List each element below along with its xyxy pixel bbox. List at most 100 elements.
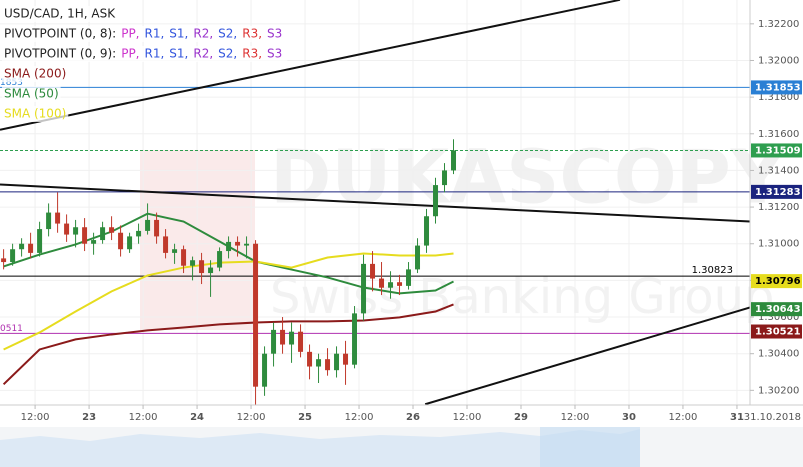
candle-body — [352, 313, 358, 365]
x-tick-label: 24 — [190, 412, 204, 423]
navigator-window[interactable] — [540, 427, 640, 467]
candle-body — [298, 331, 304, 352]
legend-item: S3 — [267, 27, 282, 41]
x-tick-label: 12:00 — [237, 412, 266, 423]
x-tick-label: 12:00 — [345, 412, 374, 423]
price-box-label: 1.31509 — [755, 145, 801, 156]
candle-body — [136, 230, 142, 237]
candle-body — [343, 353, 349, 365]
y-tick-label: 1.31400 — [758, 165, 799, 176]
candle-body — [46, 212, 52, 230]
indicator-line — [3, 252, 454, 351]
legend-item: S3 — [267, 47, 282, 61]
trend-line — [0, 0, 621, 131]
legend-bg — [2, 26, 288, 42]
candle-body — [217, 251, 223, 268]
price-box-label: 1.30643 — [755, 304, 801, 315]
candle-body — [424, 216, 430, 246]
candle-body — [199, 260, 205, 274]
candle-body — [64, 223, 70, 235]
candle-body — [262, 353, 268, 387]
y-tick-label: 1.31800 — [758, 92, 799, 103]
trend-line — [0, 183, 750, 223]
candle-body — [334, 353, 340, 371]
legend-item: S2, — [218, 27, 237, 41]
price-box — [751, 143, 802, 158]
legend-label: PIVOTPOINT (0, 8): — [4, 27, 116, 41]
candle-body — [82, 227, 88, 244]
y-tick-label: 1.30400 — [758, 349, 799, 360]
price-box-label: 1.30796 — [755, 276, 801, 287]
legend-item: S1, — [169, 27, 188, 41]
legend-item: R2, — [193, 47, 213, 61]
legend-bg — [2, 106, 69, 122]
candle-body — [235, 241, 241, 246]
legend-item: S2, — [218, 47, 237, 61]
candle-body — [442, 170, 448, 186]
legend-bg — [2, 66, 69, 82]
candle-body — [226, 241, 232, 252]
y-tick-label: 1.31000 — [758, 239, 799, 250]
plot-area: 1853 1.30823 0511 — [0, 0, 750, 405]
x-tick-label: 23 — [82, 412, 96, 423]
legend-item: R1, — [145, 47, 165, 61]
price-box — [751, 324, 802, 339]
candle-body — [379, 278, 385, 288]
candle-body — [181, 249, 187, 266]
candle-body — [1, 258, 7, 263]
watermark-brand: DUKASCOPY — [270, 135, 786, 221]
candle-body — [208, 267, 214, 274]
candle-body — [37, 229, 43, 253]
legend-item: SMA (100) — [4, 107, 66, 121]
candle-body — [190, 260, 196, 266]
price-box — [751, 274, 802, 289]
candle-body — [397, 282, 403, 286]
x-tick-label: 26 — [406, 412, 420, 423]
indicator-line — [2, 303, 454, 386]
legend-item: R1, — [145, 27, 165, 41]
x-tick-label: 29 — [514, 412, 528, 423]
candle-body — [289, 331, 295, 345]
price-box — [751, 302, 802, 317]
candle-body — [415, 245, 421, 270]
legend-item: R3, — [242, 27, 262, 41]
candle-body — [307, 351, 313, 367]
x-tick-label: 12:00 — [129, 412, 158, 423]
candle-body — [154, 219, 160, 237]
candle-body — [361, 263, 367, 314]
legend: USD/CAD, 1H, ASK PIVOTPOINT (0, 8): PP, R1,… — [2, 6, 288, 122]
x-tick-label: 12:00 — [453, 412, 482, 423]
legend-item: SMA (200) — [4, 67, 66, 81]
candle-body — [118, 232, 124, 250]
candle-body — [406, 269, 412, 286]
candle-body — [145, 219, 151, 231]
candle-body — [109, 227, 115, 233]
x-tick-label: 30 — [622, 412, 636, 423]
trend-line — [424, 306, 750, 405]
price-box-label: 1.30521 — [755, 327, 801, 338]
candle-body — [433, 185, 439, 217]
line-label: 1.30823 — [692, 265, 733, 276]
candle-body — [451, 150, 457, 171]
legend-bg — [2, 6, 118, 22]
x-tick-label: 31 — [730, 412, 744, 423]
candle-body — [271, 329, 277, 354]
legend-bg — [2, 46, 288, 62]
legend-item: PP, — [121, 27, 139, 41]
y-tick-label: 1.32200 — [758, 19, 799, 30]
grid — [0, 0, 750, 405]
line-left-label: 0511 — [0, 324, 23, 334]
legend-item: S1, — [169, 47, 188, 61]
price-box-label: 1.31853 — [755, 82, 801, 93]
date-label: 31.10.2018 — [744, 412, 801, 423]
candle-body — [73, 227, 79, 235]
x-tick-label: 12:00 — [561, 412, 590, 423]
x-tick-label: 25 — [298, 412, 312, 423]
candle-body — [28, 243, 34, 253]
chart-title: USD/CAD, 1H, ASK — [4, 7, 116, 21]
candle-body — [280, 329, 286, 345]
legend-bg — [2, 86, 61, 102]
price-box-label: 1.31283 — [755, 187, 801, 198]
